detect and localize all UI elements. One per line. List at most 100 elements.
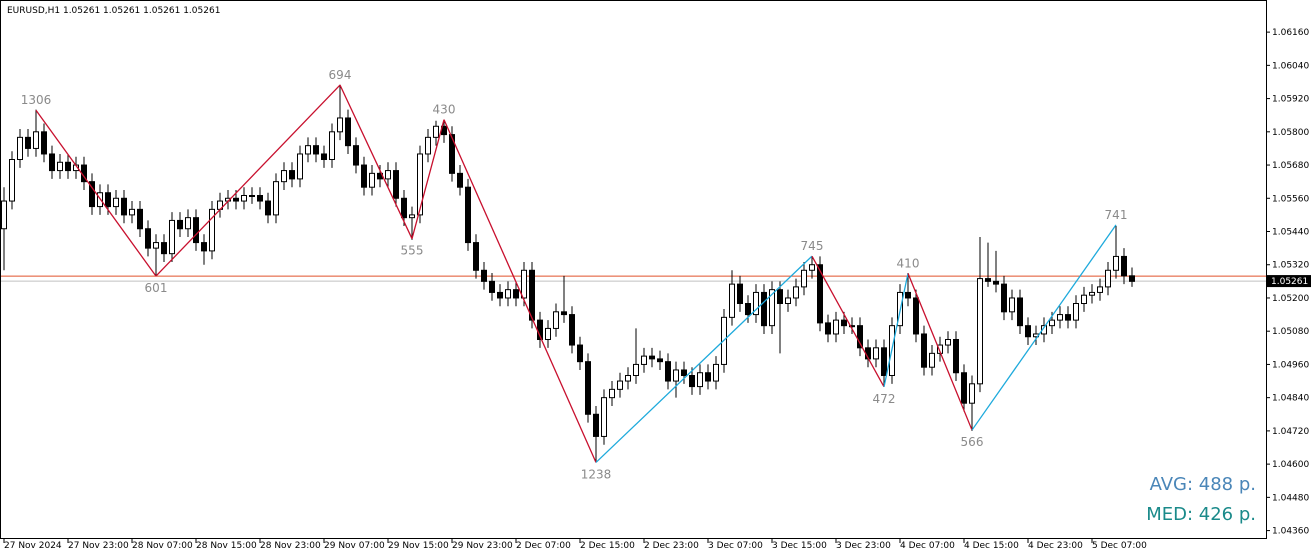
y-tick-label: 1.04360: [1272, 527, 1309, 537]
price-tag: [1267, 275, 1311, 288]
zigzag-label: 430: [433, 103, 456, 117]
candle-body: [553, 311, 559, 329]
y-tick-label: 1.05320: [1272, 261, 1309, 271]
candle-body: [417, 153, 423, 216]
x-tick-label: 4 Dec 23:00: [1028, 541, 1083, 551]
x-tick-label: 27 Nov 23:00: [68, 541, 129, 551]
stat-label: MED: 426 p.: [1146, 504, 1256, 525]
stat-label: AVG: 488 p.: [1150, 474, 1256, 495]
candle-body: [1049, 319, 1055, 327]
candle-body: [641, 355, 647, 365]
candle-body: [1089, 291, 1095, 296]
candle-body: [105, 192, 111, 208]
candle-body: [769, 289, 775, 327]
zigzag-segment: [595, 255, 813, 463]
candle-body: [793, 286, 799, 299]
y-tick-label: 1.04960: [1272, 360, 1309, 370]
candle-body: [737, 283, 743, 305]
candle-body: [185, 217, 191, 230]
candle-body: [449, 134, 455, 174]
candle-body: [9, 159, 15, 202]
candle-body: [953, 339, 959, 374]
zigzag-segment: [883, 273, 909, 387]
zigzag-segment: [811, 255, 885, 388]
candle-body: [625, 375, 631, 382]
candle-body: [833, 319, 839, 335]
candle-body: [921, 333, 927, 368]
candle-body: [313, 145, 319, 155]
candle-body: [945, 339, 951, 346]
candle-body: [913, 297, 919, 335]
candle-body: [785, 297, 791, 305]
candle-body: [129, 208, 135, 216]
candle-body: [41, 131, 47, 155]
candle-body: [1121, 255, 1127, 277]
y-tick-label: 1.06160: [1272, 28, 1309, 38]
y-tick-label: 1.04720: [1272, 427, 1309, 437]
candle-body: [657, 358, 663, 363]
x-tick-label: 3 Dec 15:00: [772, 541, 827, 551]
candle-body: [961, 372, 967, 404]
candle-body: [673, 369, 679, 382]
candle-body: [617, 380, 623, 390]
candle-body: [1009, 297, 1015, 313]
candle-body: [577, 344, 583, 363]
candle-body: [729, 283, 735, 318]
zigzag-segment: [971, 224, 1117, 431]
candle-body: [1065, 314, 1071, 321]
x-tick-label: 5 Dec 07:00: [1092, 541, 1147, 551]
candle-body: [1113, 255, 1119, 271]
candle-body: [713, 363, 719, 382]
candle-body: [49, 153, 55, 172]
candle-body: [905, 291, 911, 299]
y-tick-label: 1.05920: [1272, 95, 1309, 105]
x-tick-label: 27 Nov 2024: [4, 541, 62, 551]
candle-body: [1097, 286, 1103, 293]
candle-body: [585, 361, 591, 415]
y-tick-label: 1.05680: [1272, 161, 1309, 171]
candle-body: [25, 136, 31, 149]
zigzag-label: 410: [897, 256, 920, 270]
candle-body: [289, 170, 295, 180]
candle-body: [161, 242, 167, 255]
candle-body: [65, 161, 71, 172]
zigzag-segment: [907, 273, 973, 431]
candle-body: [1057, 314, 1063, 321]
chart-header: EURUSD,H1 1.05261 1.05261 1.05261 1.0526…: [7, 6, 220, 16]
candle-body: [121, 197, 127, 216]
zigzag-segment: [443, 119, 597, 463]
candle-body: [177, 219, 183, 230]
candle-body: [561, 311, 567, 316]
candle-body: [201, 242, 207, 252]
candle-body: [809, 264, 815, 271]
candle-body: [1001, 283, 1007, 313]
candle-body: [393, 170, 399, 199]
candle-body: [857, 325, 863, 349]
zigzag-segment: [155, 84, 341, 277]
candle-body: [649, 355, 655, 360]
candle-body: [1073, 303, 1079, 321]
x-tick-label: 4 Dec 07:00: [900, 541, 955, 551]
candle-body: [761, 291, 767, 327]
candle-body: [753, 291, 759, 316]
candle-body: [521, 269, 527, 299]
price-tag-label: 1.05261: [1271, 277, 1308, 287]
x-tick-label: 28 Nov 23:00: [260, 541, 321, 551]
candle-body: [273, 181, 279, 216]
y-tick-label: 1.05080: [1272, 327, 1309, 337]
x-tick-label: 29 Nov 07:00: [324, 541, 385, 551]
zigzag-segment: [339, 84, 413, 239]
candle-body: [57, 161, 63, 172]
candle-body: [801, 269, 807, 288]
candle-body: [881, 347, 887, 377]
candle-body: [345, 117, 351, 147]
y-tick-label: 1.04600: [1272, 460, 1309, 470]
candle-body: [193, 217, 199, 244]
candle-body: [545, 327, 551, 341]
candle-body: [89, 181, 95, 208]
y-tick-label: 1.05800: [1272, 128, 1309, 138]
candle-body: [337, 117, 343, 133]
candle-body: [497, 291, 503, 299]
y-tick-label: 1.05560: [1272, 194, 1309, 204]
